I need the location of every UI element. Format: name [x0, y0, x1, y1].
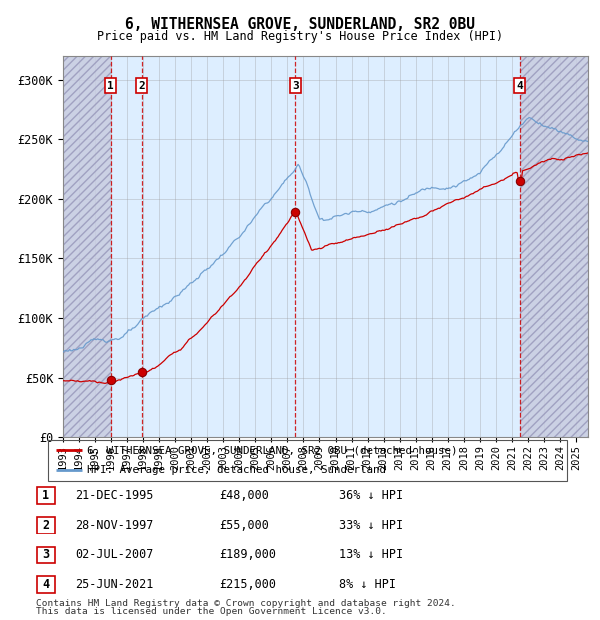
Text: 1: 1 [43, 489, 49, 502]
Text: £48,000: £48,000 [219, 489, 269, 502]
Text: 3: 3 [43, 549, 49, 561]
Text: 13% ↓ HPI: 13% ↓ HPI [339, 549, 403, 561]
Text: HPI: Average price, detached house, Sunderland: HPI: Average price, detached house, Sund… [87, 466, 386, 476]
Text: 28-NOV-1997: 28-NOV-1997 [75, 519, 154, 531]
Text: Contains HM Land Registry data © Crown copyright and database right 2024.: Contains HM Land Registry data © Crown c… [36, 598, 456, 608]
Text: This data is licensed under the Open Government Licence v3.0.: This data is licensed under the Open Gov… [36, 607, 387, 616]
Bar [520, 56, 588, 437]
Bar [63, 56, 110, 437]
Text: 6, WITHERNSEA GROVE, SUNDERLAND, SR2 0BU: 6, WITHERNSEA GROVE, SUNDERLAND, SR2 0BU [125, 17, 475, 32]
Text: £55,000: £55,000 [219, 519, 269, 531]
Text: £215,000: £215,000 [219, 578, 276, 591]
Text: Price paid vs. HM Land Registry's House Price Index (HPI): Price paid vs. HM Land Registry's House … [97, 30, 503, 43]
Text: 6, WITHERNSEA GROVE, SUNDERLAND, SR2 0BU (detached house): 6, WITHERNSEA GROVE, SUNDERLAND, SR2 0BU… [87, 445, 457, 455]
Text: 36% ↓ HPI: 36% ↓ HPI [339, 489, 403, 502]
Text: 8% ↓ HPI: 8% ↓ HPI [339, 578, 396, 591]
Text: 21-DEC-1995: 21-DEC-1995 [75, 489, 154, 502]
Text: 25-JUN-2021: 25-JUN-2021 [75, 578, 154, 591]
Text: 4: 4 [516, 81, 523, 91]
Text: 2: 2 [43, 519, 49, 531]
Text: 02-JUL-2007: 02-JUL-2007 [75, 549, 154, 561]
Text: 3: 3 [292, 81, 299, 91]
Text: 2: 2 [139, 81, 145, 91]
Text: 33% ↓ HPI: 33% ↓ HPI [339, 519, 403, 531]
Text: 1: 1 [107, 81, 114, 91]
Text: 4: 4 [43, 578, 49, 591]
Text: £189,000: £189,000 [219, 549, 276, 561]
